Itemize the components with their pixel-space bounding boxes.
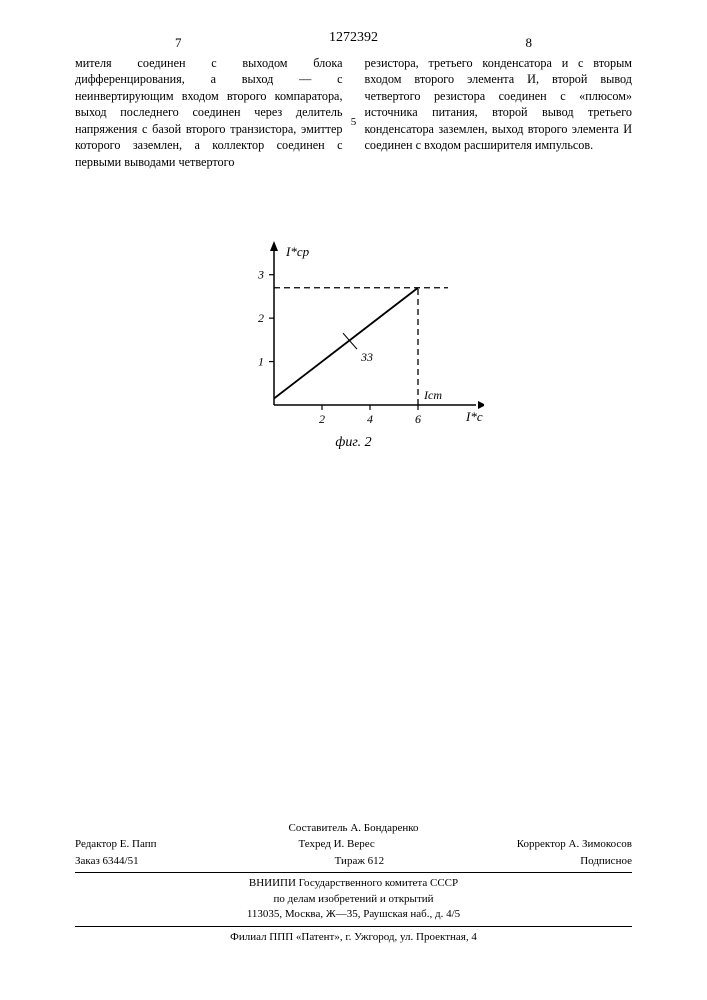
svg-text:I*с: I*с xyxy=(465,409,483,424)
svg-text:6: 6 xyxy=(415,412,421,426)
page-number-right: 8 xyxy=(526,35,533,51)
footer-compiler: Составитель А. Бондаренко xyxy=(75,821,632,836)
column-2: резистора, третьего конденсатора и с вто… xyxy=(365,55,633,170)
figure-caption: фиг. 2 xyxy=(335,435,371,451)
svg-text:1: 1 xyxy=(258,355,264,369)
svg-text:2: 2 xyxy=(319,412,325,426)
svg-text:Iст: Iст xyxy=(423,388,442,402)
footer-block: Составитель А. Бондаренко Редактор Е. Па… xyxy=(75,821,632,945)
body-text-columns: мителя соединен с выходом блока дифферен… xyxy=(75,55,632,170)
footer-divider xyxy=(75,872,632,873)
footer-org2: по делам изобретений и открытий xyxy=(75,892,632,907)
svg-text:33: 33 xyxy=(360,350,373,364)
footer-corrector: Корректор А. Зимокосов xyxy=(517,837,632,852)
footer-address2: Филиал ППП «Патент», г. Ужгород, ул. Про… xyxy=(75,930,632,945)
footer-tech-editor: Техред И. Верес xyxy=(298,837,374,852)
svg-text:I*ср: I*ср xyxy=(285,244,310,259)
svg-text:4: 4 xyxy=(367,412,373,426)
footer-subscription: Подписное xyxy=(580,854,632,869)
document-number: 1272392 xyxy=(329,30,378,46)
svg-text:3: 3 xyxy=(257,268,264,282)
footer-circulation: Тираж 612 xyxy=(335,854,385,869)
chart-fig2: 2 4 6 1 2 3 I*ср I*с Iст 33 xyxy=(224,235,484,435)
footer-org1: ВНИИПИ Государственного комитета СССР xyxy=(75,876,632,891)
footer-order: Заказ 6344/51 xyxy=(75,854,139,869)
page-number-left: 7 xyxy=(175,35,182,51)
line-number-marker: 5 xyxy=(351,116,357,128)
chart-svg: 2 4 6 1 2 3 I*ср I*с Iст 33 xyxy=(224,235,484,435)
footer-divider-2 xyxy=(75,926,632,927)
column-1: мителя соединен с выходом блока дифферен… xyxy=(75,55,343,170)
footer-editor: Редактор Е. Папп xyxy=(75,837,156,852)
footer-address1: 113035, Москва, Ж—35, Раушская наб., д. … xyxy=(75,907,632,922)
svg-text:2: 2 xyxy=(258,311,264,325)
